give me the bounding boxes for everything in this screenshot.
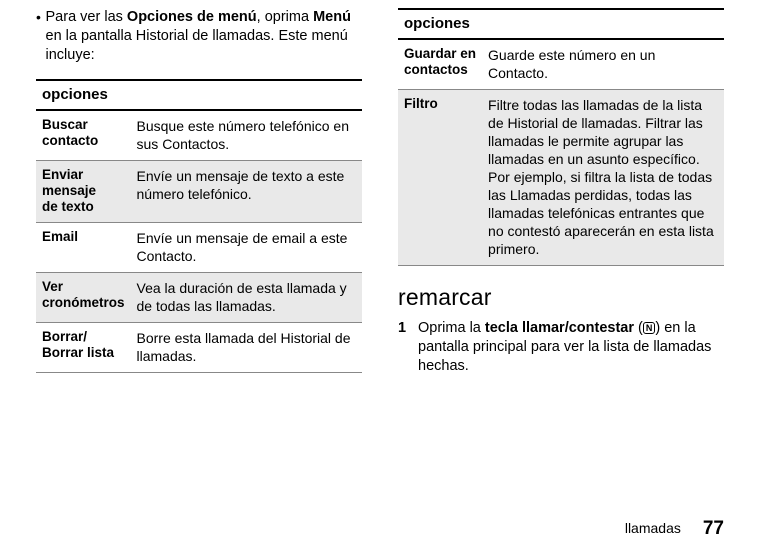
intro-mid: , oprima xyxy=(257,9,313,25)
row-desc: Filtre todas las llamadas de la lista de… xyxy=(482,90,724,266)
bullet-dot: • xyxy=(36,8,46,65)
right-column: opciones Guardar en contactos Guarde est… xyxy=(380,8,724,542)
table-row: Enviar mensaje de texto Envíe un mensaje… xyxy=(36,161,362,223)
section-title: remarcar xyxy=(398,284,724,311)
row-key: Guardar en contactos xyxy=(398,39,482,90)
row-key: Borrar/ Borrar lista xyxy=(36,323,131,373)
footer-label: llamadas xyxy=(625,520,681,536)
intro-bold-b: Menú xyxy=(313,9,351,25)
row-key: Enviar mensaje de texto xyxy=(36,161,131,223)
intro-bullet: • Para ver las Opciones de menú, oprima … xyxy=(36,8,362,65)
row-desc: Envíe un mensaje de email a este Contact… xyxy=(131,223,362,273)
table-header: opciones xyxy=(398,9,482,39)
row-desc: Borre esta llamada del Historial de llam… xyxy=(131,323,362,373)
table-row: Buscar contacto Busque este número telef… xyxy=(36,110,362,161)
intro-bold-a: Opciones de menú xyxy=(127,9,257,25)
row-key: Filtro xyxy=(398,90,482,266)
left-column: • Para ver las Opciones de menú, oprima … xyxy=(36,8,380,542)
row-desc: Guarde este número en un Contacto. xyxy=(482,39,724,90)
intro-pre: Para ver las xyxy=(46,9,127,25)
page-footer: llamadas 77 xyxy=(625,518,724,540)
row-desc: Vea la duración de esta llamada y de tod… xyxy=(131,273,362,323)
intro-text: Para ver las Opciones de menú, oprima Me… xyxy=(46,8,362,65)
step-bold: tecla llamar/contestar xyxy=(485,320,634,336)
call-key-icon: N xyxy=(643,322,656,334)
table-row: Email Envíe un mensaje de email a este C… xyxy=(36,223,362,273)
row-key: Buscar contacto xyxy=(36,110,131,161)
table-row: Borrar/ Borrar lista Borre esta llamada … xyxy=(36,323,362,373)
table-row: Ver cronómetros Vea la duración de esta … xyxy=(36,273,362,323)
table-header: opciones xyxy=(36,80,131,110)
row-key: Ver cronómetros xyxy=(36,273,131,323)
step-1: 1 Oprima la tecla llamar/contestar (N) e… xyxy=(398,319,724,376)
page: • Para ver las Opciones de menú, oprima … xyxy=(0,0,760,546)
step-number: 1 xyxy=(398,319,418,376)
table-row: Guardar en contactos Guarde este número … xyxy=(398,39,724,90)
row-key: Email xyxy=(36,223,131,273)
row-desc: Envíe un mensaje de texto a este número … xyxy=(131,161,362,223)
step-pre: Oprima la xyxy=(418,320,485,336)
step-paren-open: ( xyxy=(634,320,643,336)
options-table-right: opciones Guardar en contactos Guarde est… xyxy=(398,8,724,266)
step-text: Oprima la tecla llamar/contestar (N) en … xyxy=(418,319,724,376)
row-desc: Busque este número telefónico en sus Con… xyxy=(131,110,362,161)
page-number: 77 xyxy=(703,518,724,539)
options-table-left: opciones Buscar contacto Busque este núm… xyxy=(36,79,362,373)
table-row: Filtro Filtre todas las llamadas de la l… xyxy=(398,90,724,266)
intro-post1: en la pantalla Historial de llamadas. xyxy=(46,28,275,44)
